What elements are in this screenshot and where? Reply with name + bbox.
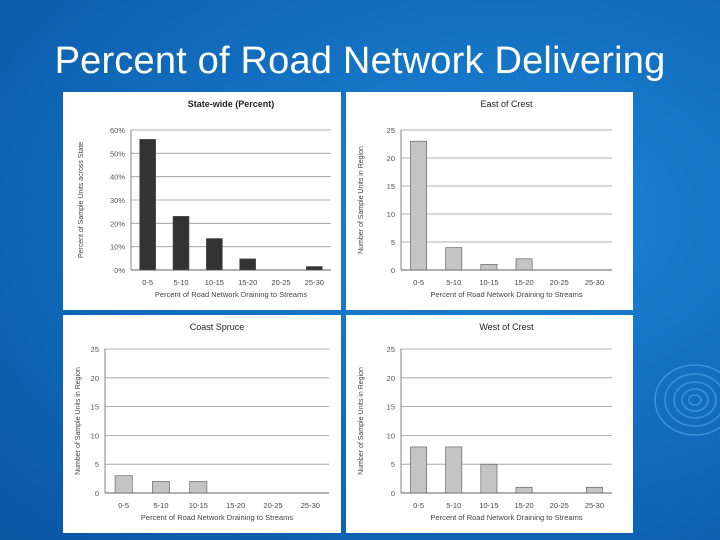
- x-tick-label: 25-30: [585, 501, 604, 510]
- y-tick-label: 10: [91, 431, 99, 440]
- bar-0-5: [114, 475, 133, 494]
- bar-0-5: [139, 139, 156, 271]
- y-tick-label: 60%: [110, 126, 125, 135]
- y-tick-label: 40%: [110, 173, 125, 182]
- x-tick-label: 15-20: [226, 501, 245, 510]
- y-tick-label: 0%: [114, 266, 125, 275]
- chart-title: West of Crest: [479, 322, 534, 332]
- bar-25-30: [586, 486, 603, 494]
- bar-5-10: [172, 216, 190, 271]
- chart-title: East of Crest: [480, 99, 533, 109]
- x-tick-label: 5-10: [153, 501, 168, 510]
- x-tick-label: 0-5: [413, 278, 424, 287]
- bar-15-20: [515, 258, 533, 271]
- statewide-bar-chart: State-wide (Percent) 0% 10% 20% 30% 40% 50% 60%…: [78, 99, 331, 299]
- chart-panel-east-of-crest: East of Crest 0 5 10 15 20 25 0-5 5-10 10-15 15-20…: [346, 92, 633, 310]
- x-tick-label: 20-25: [550, 278, 569, 287]
- y-tick-label: 15: [387, 403, 395, 412]
- y-tick-label: 20%: [110, 219, 125, 228]
- y-tick-label: 20: [387, 374, 395, 383]
- bar-10-15: [480, 463, 498, 494]
- chart-title: State-wide (Percent): [188, 99, 275, 109]
- y-axis-label: Number of Sample Units in Region: [358, 146, 365, 254]
- x-tick-label: 10-15: [479, 278, 498, 287]
- y-tick-label: 10: [387, 210, 395, 219]
- slide-title: Percent of Road Network Delivering: [54, 40, 666, 82]
- y-tick-label: 5: [391, 460, 395, 469]
- y-tick-label: 10: [387, 431, 395, 440]
- x-tick-label: 20-25: [271, 278, 290, 287]
- y-tick-label: 25: [387, 345, 395, 354]
- bar-5-10: [445, 446, 463, 494]
- y-tick-label: 25: [91, 345, 99, 354]
- bar-15-20: [515, 486, 533, 494]
- bar-10-15: [480, 264, 498, 271]
- chart-title: Coast Spruce: [190, 322, 245, 332]
- water-ripple-decoration: [654, 364, 720, 436]
- y-tick-label: 50%: [110, 149, 125, 158]
- chart-panel-coast-spruce: Coast Spruce 0 5 10 15 20 25 0-5 5-10 10-15 15-20 2…: [63, 315, 341, 533]
- x-tick-label: 5-10: [446, 501, 461, 510]
- x-tick-label: 0-5: [118, 501, 129, 510]
- x-tick-label: 15-20: [514, 501, 533, 510]
- x-axis-label: Percent of Road Network Draining to Stre…: [141, 513, 293, 522]
- bar-5-10: [445, 247, 463, 271]
- x-tick-label: 10-15: [479, 501, 498, 510]
- y-axis-label: Number of Sample Units in Region: [75, 367, 82, 475]
- west-of-crest-bar-chart: West of Crest 0 5 10 15 20 25 0-5 5-10 10-15 15-20…: [358, 322, 612, 522]
- chart-panel-west-of-crest: West of Crest 0 5 10 15 20 25 0-5 5-10 10-15 15-20…: [346, 315, 633, 533]
- y-tick-label: 0: [95, 489, 99, 498]
- x-tick-label: 20-25: [263, 501, 282, 510]
- bar-10-15: [189, 481, 208, 494]
- x-tick-label: 10-15: [205, 278, 224, 287]
- bar-5-10: [152, 481, 170, 494]
- y-axis-label: Percent of Sample Units across State: [78, 142, 85, 258]
- y-tick-label: 15: [387, 182, 395, 191]
- y-axis-label: Number of Sample Units in Region: [358, 367, 365, 475]
- y-tick-label: 20: [91, 374, 99, 383]
- x-tick-label: 5-10: [173, 278, 188, 287]
- y-tick-label: 30%: [110, 196, 125, 205]
- x-tick-label: 15-20: [514, 278, 533, 287]
- x-tick-label: 25-30: [585, 278, 604, 287]
- x-tick-label: 25-30: [301, 501, 320, 510]
- y-tick-label: 0: [391, 489, 395, 498]
- y-tick-label: 25: [387, 126, 395, 135]
- chart-panel-statewide: State-wide (Percent) 0% 10% 20% 30% 40% 50% 60%…: [63, 92, 341, 310]
- east-of-crest-bar-chart: East of Crest 0 5 10 15 20 25 0-5 5-10 10-15 15-20…: [358, 99, 612, 299]
- x-tick-label: 5-10: [446, 278, 461, 287]
- bar-0-5: [410, 446, 427, 494]
- x-tick-label: 10-15: [189, 501, 208, 510]
- x-tick-label: 20-25: [550, 501, 569, 510]
- x-tick-label: 25-30: [305, 278, 324, 287]
- x-tick-label: 0-5: [142, 278, 153, 287]
- y-tick-label: 5: [391, 238, 395, 247]
- y-tick-label: 0: [391, 266, 395, 275]
- x-axis-label: Percent of Road Network Draining to Stre…: [430, 290, 582, 299]
- y-tick-label: 5: [95, 460, 99, 469]
- bar-10-15: [206, 238, 223, 271]
- x-tick-label: 0-5: [413, 501, 424, 510]
- x-axis-label: Percent of Road Network Draining to Stre…: [155, 290, 307, 299]
- coast-spruce-bar-chart: Coast Spruce 0 5 10 15 20 25 0-5 5-10 10-15 15-20 2…: [75, 322, 329, 522]
- bar-0-5: [410, 140, 427, 271]
- y-tick-label: 20: [387, 154, 395, 163]
- bar-15-20: [239, 258, 256, 271]
- y-tick-label: 15: [91, 403, 99, 412]
- x-tick-label: 15-20: [238, 278, 257, 287]
- bar-25-30: [306, 266, 323, 271]
- x-axis-label: Percent of Road Network Draining to Stre…: [430, 513, 582, 522]
- y-tick-label: 10%: [110, 243, 125, 252]
